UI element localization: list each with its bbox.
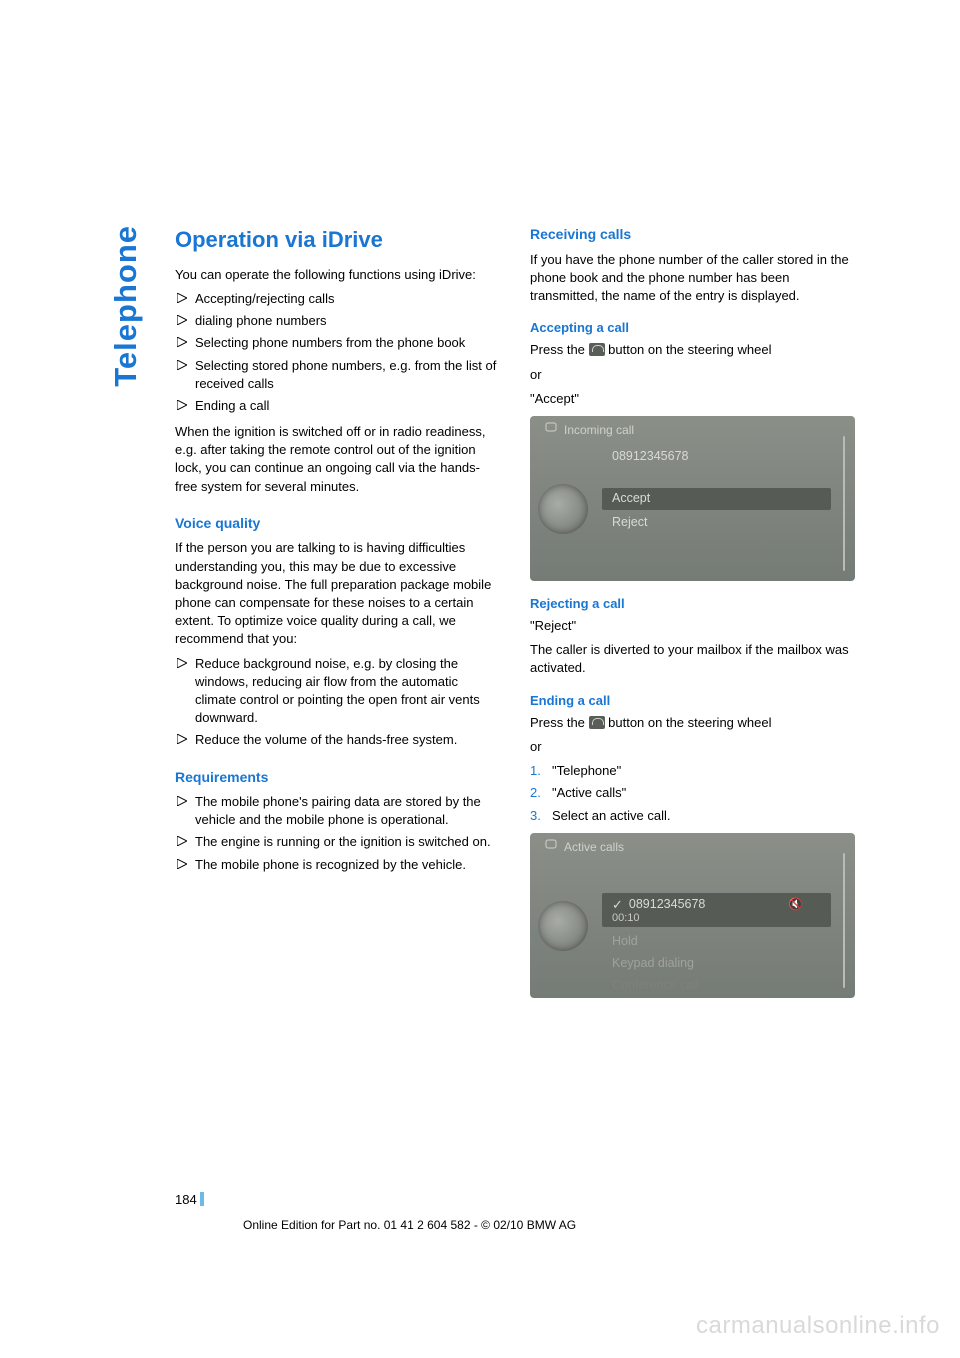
bullet-item: Accepting/rejecting calls (175, 290, 500, 308)
bullet-text: The engine is running or the ignition is… (195, 833, 491, 851)
screen-row-keypad: Keypad dialing (602, 953, 831, 975)
screen-row-conference: Conference call (602, 975, 831, 997)
step-text: "Telephone" (552, 762, 621, 780)
bullet-item: The engine is running or the ignition is… (175, 833, 500, 851)
heading-ending-call: Ending a call (530, 692, 855, 710)
triangle-bullet-icon (177, 731, 195, 749)
screen-number: 08912345678 (602, 446, 831, 468)
footer-text: Online Edition for Part no. 01 41 2 604 … (243, 1218, 576, 1232)
heading-rejecting-call: Rejecting a call (530, 595, 855, 613)
reject-text: The caller is diverted to your mailbox i… (530, 641, 855, 677)
reject-quote: "Reject" (530, 617, 855, 635)
press-button-text: Press the button on the steering wheel (530, 341, 855, 359)
text-fragment: Press the (530, 715, 589, 730)
screen-row-hold: Hold (602, 931, 831, 953)
text-fragment: button on the steering wheel (605, 715, 772, 730)
step-number: 3. (530, 807, 552, 825)
or-text: or (530, 738, 855, 756)
step-number: 1. (530, 762, 552, 780)
bullet-text: Accepting/rejecting calls (195, 290, 334, 308)
ignition-text: When the ignition is switched off or in … (175, 423, 500, 496)
phone-icon (544, 838, 560, 850)
press-button-text: Press the button on the steering wheel (530, 714, 855, 732)
bullet-item: Selecting phone numbers from the phone b… (175, 334, 500, 352)
idrive-knob-icon (538, 484, 588, 534)
idrive-knob-icon (538, 901, 588, 951)
heading-requirements: Requirements (175, 768, 500, 788)
triangle-bullet-icon (177, 397, 195, 415)
heading-voice-quality: Voice quality (175, 514, 500, 534)
screen-scrollbar (843, 436, 845, 571)
bullet-text: Reduce the volume of the hands-free syst… (195, 731, 457, 749)
bullet-item: Selecting stored phone numbers, e.g. fro… (175, 357, 500, 393)
screen-row-reject: Reject (602, 512, 831, 534)
section-tab-label: Telephone (108, 225, 144, 387)
step-text: "Active calls" (552, 784, 626, 802)
idrive-screenshot-incoming: Incoming call 08912345678 Accept Reject (530, 416, 855, 581)
page-content: Operation via iDrive You can operate the… (175, 225, 855, 998)
idrive-screenshot-active: Active calls ✓ 08912345678 🔇 00:10 Hold … (530, 833, 855, 998)
watermark-text: carmanualsonline.info (696, 1312, 940, 1340)
triangle-bullet-icon (177, 793, 195, 829)
bullet-text: Reduce background noise, e.g. by closing… (195, 655, 500, 728)
speaker-icon: 🔇 (788, 896, 803, 913)
text-fragment: Press the (530, 342, 589, 357)
page-number-bar-icon (200, 1192, 204, 1206)
triangle-bullet-icon (177, 334, 195, 352)
receiving-text: If you have the phone number of the call… (530, 251, 855, 306)
screen-row-accept: Accept (602, 488, 831, 510)
page-number-value: 184 (175, 1192, 197, 1207)
screen-title: Active calls (564, 839, 624, 856)
or-text: or (530, 366, 855, 384)
bullet-item: Ending a call (175, 397, 500, 415)
text-fragment: button on the steering wheel (605, 342, 772, 357)
heading-accepting-call: Accepting a call (530, 319, 855, 337)
accept-quote: "Accept" (530, 390, 855, 408)
bullet-text: Ending a call (195, 397, 269, 415)
bullet-text: Selecting phone numbers from the phone b… (195, 334, 465, 352)
triangle-bullet-icon (177, 856, 195, 874)
bullet-item: The mobile phone's pairing data are stor… (175, 793, 500, 829)
bullet-text: The mobile phone is recognized by the ve… (195, 856, 466, 874)
triangle-bullet-icon (177, 290, 195, 308)
bullet-text: Selecting stored phone numbers, e.g. fro… (195, 357, 500, 393)
page-number: 184 (175, 1192, 204, 1207)
bullet-item: The mobile phone is recognized by the ve… (175, 856, 500, 874)
bullet-item: Reduce background noise, e.g. by closing… (175, 655, 500, 728)
bullet-item: Reduce the volume of the hands-free syst… (175, 731, 500, 749)
triangle-bullet-icon (177, 357, 195, 393)
screen-title: Incoming call (564, 422, 634, 439)
screen-number: 08912345678 (629, 896, 705, 914)
phone-button-icon (589, 343, 605, 356)
screen-call-time: 00:10 (612, 911, 640, 926)
phone-button-icon (589, 716, 605, 729)
voice-text: If the person you are talking to is havi… (175, 539, 500, 648)
bullet-text: dialing phone numbers (195, 312, 327, 330)
heading-operation: Operation via iDrive (175, 225, 500, 256)
bullet-text: The mobile phone's pairing data are stor… (195, 793, 500, 829)
bullet-item: dialing phone numbers (175, 312, 500, 330)
heading-receiving-calls: Receiving calls (530, 225, 855, 245)
phone-icon (544, 421, 560, 433)
triangle-bullet-icon (177, 655, 195, 728)
triangle-bullet-icon (177, 833, 195, 851)
step-item: 3. Select an active call. (530, 807, 855, 825)
intro-text: You can operate the following functions … (175, 266, 500, 284)
screen-scrollbar (843, 853, 845, 988)
step-number: 2. (530, 784, 552, 802)
step-text: Select an active call. (552, 807, 671, 825)
step-item: 2. "Active calls" (530, 784, 855, 802)
step-item: 1. "Telephone" (530, 762, 855, 780)
left-column: Operation via iDrive You can operate the… (175, 225, 500, 998)
triangle-bullet-icon (177, 312, 195, 330)
right-column: Receiving calls If you have the phone nu… (530, 225, 855, 998)
